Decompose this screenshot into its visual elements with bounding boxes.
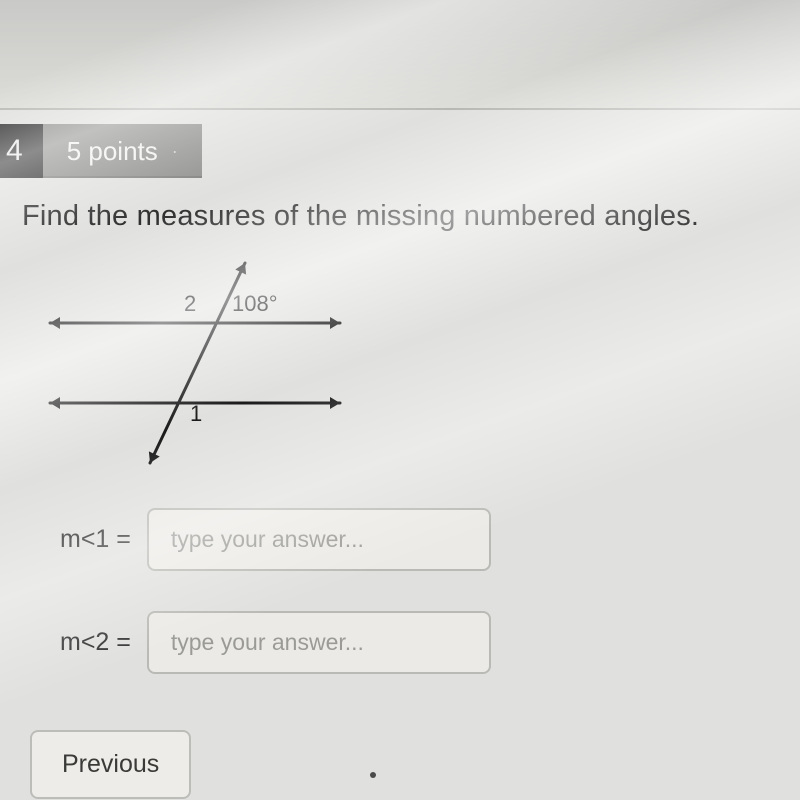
points-label: 5 points [67, 136, 158, 167]
question-number-badge: 4 [0, 124, 43, 178]
question-header: 4 5 points · [0, 124, 800, 178]
figure-container: 2 108° 1 [0, 243, 800, 478]
footer: Previous [0, 674, 800, 799]
answer-row: m<1 = m<2 = [0, 478, 800, 674]
answer-group-1: m<1 = [60, 508, 491, 571]
svg-text:2: 2 [184, 291, 196, 316]
points-badge: 5 points · [43, 124, 202, 178]
quiz-page: 4 5 points · Find the measures of the mi… [0, 0, 800, 800]
answer2-input[interactable] [147, 611, 491, 674]
cursor-dot-icon [370, 772, 376, 778]
top-strip [0, 0, 800, 110]
answer1-label: m<1 = [60, 525, 131, 554]
question-prompt: Find the measures of the missing numbere… [0, 178, 800, 243]
svg-text:1: 1 [190, 401, 202, 426]
previous-button[interactable]: Previous [30, 730, 191, 799]
dot-icon: · [172, 141, 178, 162]
angles-diagram: 2 108° 1 [40, 253, 370, 473]
svg-text:108°: 108° [232, 291, 278, 316]
answer-group-2: m<2 = [60, 611, 491, 674]
answer2-label: m<2 = [60, 628, 131, 657]
answer1-input[interactable] [147, 508, 491, 571]
